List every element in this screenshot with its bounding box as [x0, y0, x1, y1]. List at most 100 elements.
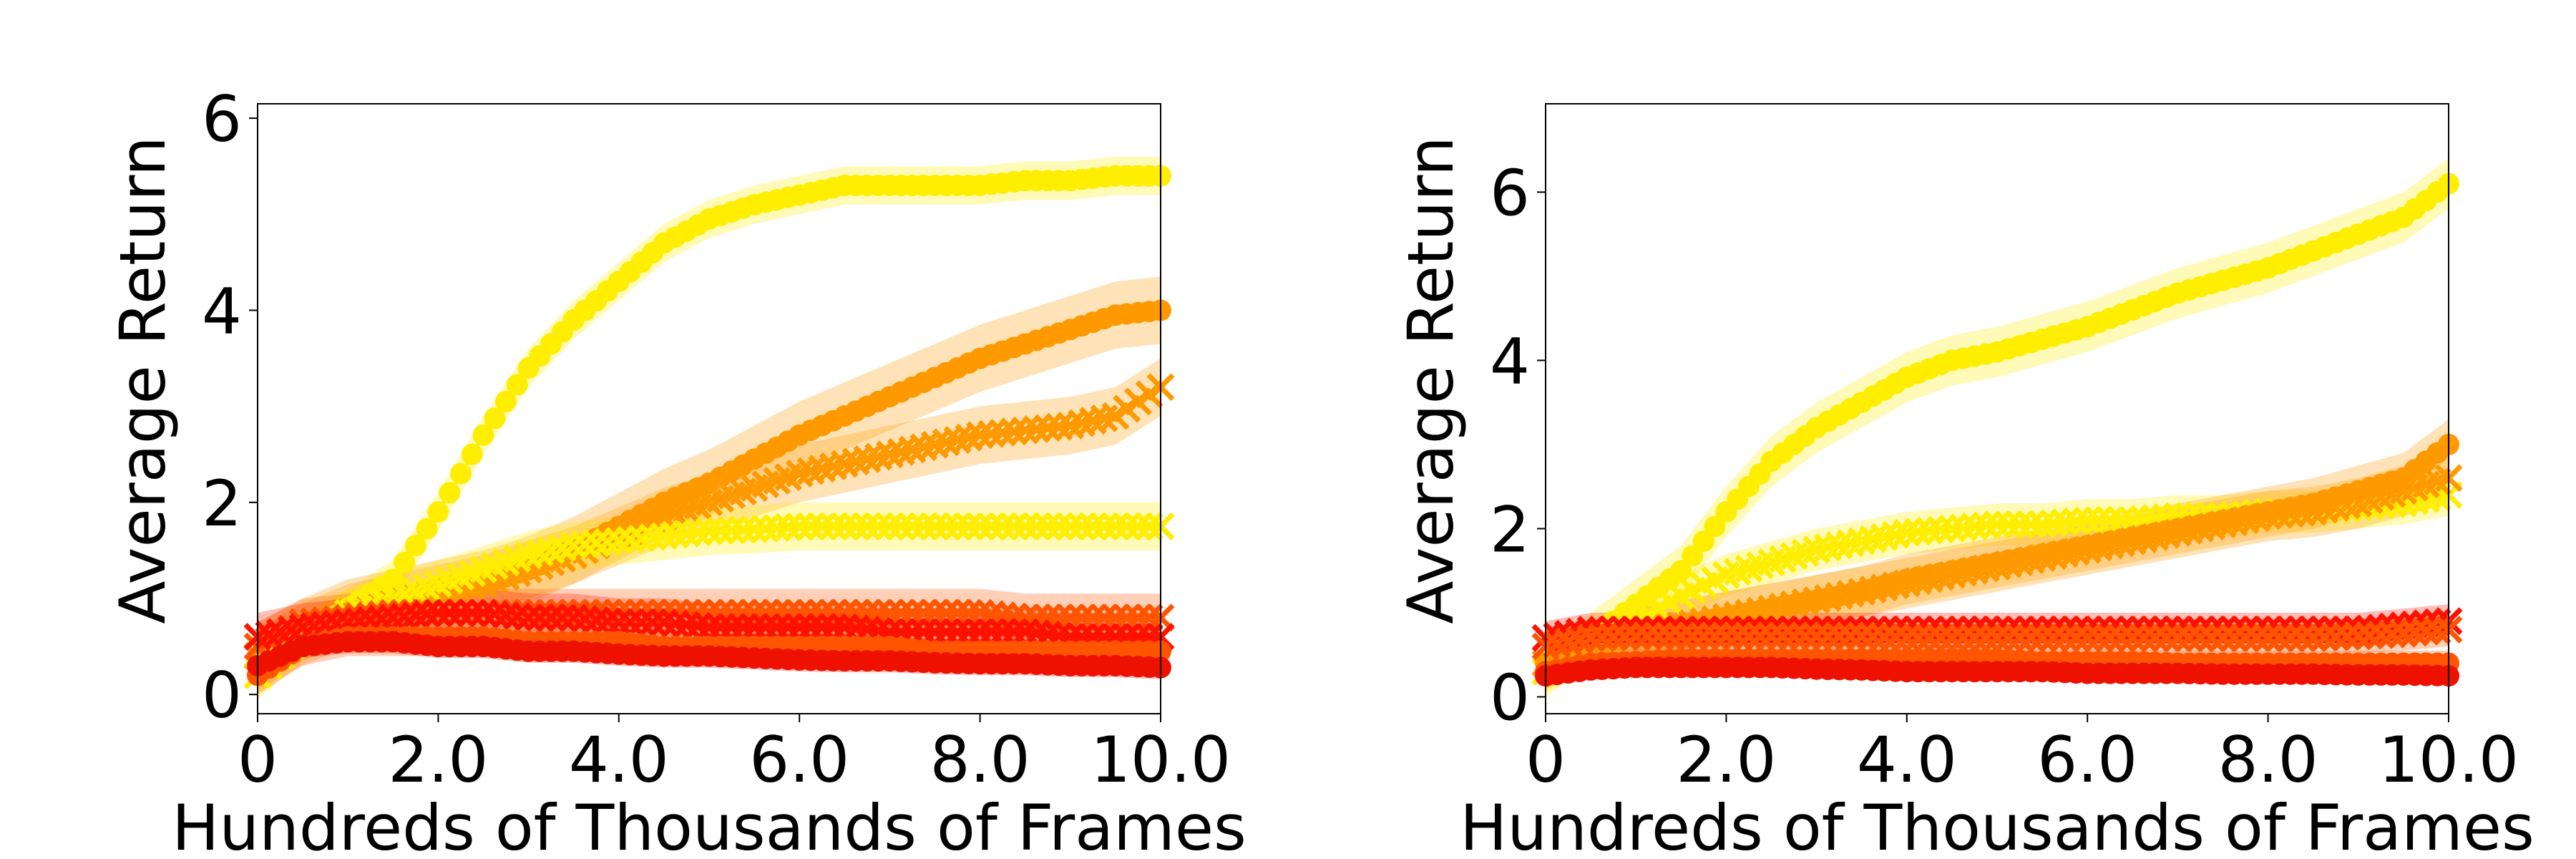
right-panel-y-tick-label: 2 [1490, 492, 1530, 566]
left-panel-series-5-marker [763, 613, 791, 641]
left-panel-x-tick-label: 0 [238, 723, 278, 797]
left-panel-series-3-marker [1090, 512, 1118, 540]
left-panel-series-0-marker [394, 551, 416, 573]
left-panel-series-5-marker [706, 613, 735, 641]
right-panel-series-5-marker [2186, 623, 2215, 652]
left-panel-x-tick-label: 2.0 [388, 723, 488, 797]
right-panel-series-5-marker [1836, 622, 1865, 651]
right-panel-series-1-marker [2006, 510, 2034, 539]
left-panel-series-2-marker [1045, 412, 1073, 441]
left-panel-series-2-marker [1033, 414, 1062, 442]
left-panel-series-3-marker [1101, 512, 1130, 540]
left-panel-series-3-marker [796, 512, 825, 540]
left-panel-series-3-marker [988, 512, 1017, 540]
right-panel-series-1-marker [2028, 510, 2057, 539]
right-panel-series-5-marker [1757, 622, 1785, 651]
right-panel-series-5-marker [1859, 622, 1887, 651]
right-panel-series-3-marker [2288, 498, 2316, 527]
left-panel-series-3-marker [695, 517, 723, 545]
left-panel-series-5-marker [830, 613, 859, 641]
left-panel-series-3-marker [841, 512, 870, 540]
left-panel-y-tick-label: 2 [202, 467, 242, 540]
left-panel-series-5-marker [571, 605, 599, 633]
left-panel-series-5-marker [525, 603, 554, 632]
left-panel: 0 2.0 4.0 6.0 8.0 10.0 0 2 4 6 Hundreds of Thous… [106, 82, 1246, 859]
right-panel-series-5-marker [1678, 622, 1707, 651]
right-panel-series-5-marker [2321, 623, 2350, 651]
left-panel-series-5-marker [616, 608, 645, 637]
right-panel-series-5-marker [1701, 622, 1729, 651]
right-panel-series-5-marker [1960, 623, 1989, 652]
right-panel-series-5-marker [2096, 623, 2124, 652]
left-panel-series-5-marker [480, 600, 509, 629]
right-panel-series-5-marker [1971, 623, 2000, 652]
left-panel-series-3-marker [571, 530, 599, 558]
right-panel-series-0-marker [1670, 560, 1692, 582]
left-panel-series-2-marker [1000, 417, 1028, 446]
left-panel-series-5-marker [537, 603, 565, 632]
right-panel-series-5-marker [2366, 621, 2395, 649]
left-panel-series-3-marker [740, 515, 769, 543]
right-panel-series-5-marker [1848, 622, 1876, 651]
left-panel-series-2-marker [966, 421, 995, 450]
right-panel-x-ticks: 0 2.0 4.0 6.0 8.0 10.0 [1526, 714, 2519, 797]
left-panel-series-0-marker [382, 568, 404, 591]
right-panel-series-5-marker [1689, 622, 1718, 651]
left-panel-series-0-marker [450, 462, 472, 485]
left-panel-x-tick-label: 4.0 [569, 723, 669, 797]
right-panel-x-tick-label: 0 [1526, 723, 1566, 797]
right-panel-series-5-marker [1802, 622, 1831, 651]
left-panel-series-3-marker [1011, 512, 1040, 540]
right-panel-series-5-marker [2209, 623, 2237, 652]
right-panel-series-5-marker [1780, 622, 1808, 651]
right-panel-series-5-marker [2276, 623, 2305, 652]
left-panel-series-2-marker [1022, 415, 1050, 443]
right-panel-series-1-marker [1893, 518, 1921, 547]
right-panel-series-5-marker [2389, 619, 2418, 648]
right-panel-series-5-marker [2016, 623, 2045, 652]
right-panel-series-5-marker [1915, 623, 1943, 652]
right-panel-series-5-marker [2411, 617, 2440, 646]
left-panel-series-3-marker [955, 512, 983, 540]
left-panel-series-3-marker [560, 531, 588, 560]
right-panel-series-0-band [1546, 158, 2449, 697]
left-panel-series-5-marker [718, 613, 746, 641]
left-panel-series-3-marker [1078, 512, 1107, 540]
left-panel-series-3-marker [627, 524, 655, 553]
left-panel-x-ticks: 0 2.0 4.0 6.0 8.0 10.0 [238, 714, 1231, 797]
right-panel-series-1-marker [2051, 508, 2079, 537]
left-panel-series-3-marker [706, 516, 735, 545]
right-panel-series-5-marker [2118, 623, 2147, 652]
right-panel-series-5-marker [1656, 622, 1684, 651]
right-panel-series-5-marker [1576, 623, 1605, 652]
left-panel-series-5-marker [819, 613, 848, 641]
right-panel-series-5-marker [2062, 623, 2090, 652]
right-panel-series-5-marker [1610, 622, 1639, 651]
right-panel-series-5-marker [1746, 622, 1775, 651]
left-panel-series-5-marker [695, 613, 723, 641]
right-panel-series-5-marker [1881, 623, 1910, 652]
right-panel-series-5-marker [2006, 623, 2034, 652]
left-panel-y-axis-label: Average Return [106, 136, 180, 623]
right-panel-series-1-marker [1938, 514, 1966, 543]
left-panel-series-5-marker [548, 603, 577, 632]
left-panel-series-3-marker [661, 520, 690, 549]
left-panel-series-3-band [258, 502, 1161, 699]
right-panel-series-0-marker [1704, 515, 1726, 538]
right-panel-series-5-marker [2220, 623, 2248, 652]
left-panel-y-tick-label: 0 [202, 659, 242, 732]
right-panel-series-1-marker [2016, 510, 2045, 539]
left-panel-series-3-marker [932, 512, 960, 540]
left-panel-series-5-marker [514, 603, 543, 632]
left-panel-series-5-marker [785, 613, 814, 641]
right-panel-series-5-marker [1994, 623, 2023, 652]
right-panel-series-1-marker [1904, 518, 1933, 546]
left-panel-series-3-marker [672, 519, 701, 548]
left-panel-y-tick-label: 4 [202, 274, 242, 348]
left-panel-series-3-marker [763, 513, 791, 542]
right-panel-series-5-marker [2175, 623, 2203, 652]
left-panel-series-3-marker [921, 512, 949, 540]
left-panel-series-3-marker [977, 512, 1005, 540]
